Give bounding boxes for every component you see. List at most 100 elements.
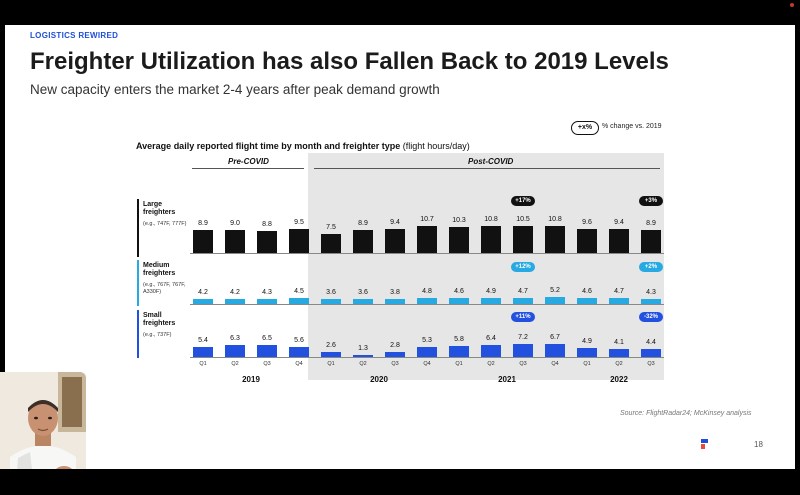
value-label-1-14: 9.4 <box>614 219 624 227</box>
value-label-1-4: 9.5 <box>294 218 304 226</box>
value-label-1-8: 10.7 <box>420 215 434 223</box>
year-label-2021: 2021 <box>498 375 516 384</box>
recording-indicator-icon <box>790 3 794 7</box>
value-label-2-9: 4.6 <box>454 288 464 296</box>
source-note: Source: FlightRadar24; McKinsey analysis <box>620 410 752 417</box>
bar-3-7 <box>385 351 405 357</box>
bar-2-5 <box>321 299 341 304</box>
chart-title-main: Average daily reported flight time by mo… <box>136 141 401 151</box>
value-label-1-2: 9.0 <box>230 220 240 228</box>
bar-3-11 <box>513 343 533 357</box>
value-label-2-14: 4.7 <box>614 288 624 296</box>
baseline-3 <box>190 357 664 358</box>
row-indicator-medium <box>137 260 139 306</box>
slide-title: Freighter Utilization has also Fallen Ba… <box>30 48 669 75</box>
value-label-2-10: 4.9 <box>486 287 496 295</box>
bar-1-13 <box>577 228 597 253</box>
bar-3-13 <box>577 347 597 357</box>
value-label-2-13: 4.6 <box>582 288 592 296</box>
video-bottom-bar <box>0 469 800 495</box>
value-label-3-2: 6.3 <box>230 335 240 343</box>
period-line-post-covid <box>314 168 660 169</box>
value-label-2-5: 3.6 <box>326 289 336 297</box>
baseline-2 <box>190 304 664 305</box>
value-label-1-11: 10.5 <box>516 216 530 224</box>
post-covid-shading <box>308 153 664 380</box>
chart-title-unit: (flight hours/day) <box>402 141 470 151</box>
bar-2-7 <box>385 299 405 304</box>
bar-1-2 <box>225 230 245 253</box>
bar-3-14 <box>609 349 629 357</box>
value-label-3-3: 6.5 <box>262 334 272 342</box>
value-label-1-3: 8.8 <box>262 220 272 228</box>
change-badge-2-2: +2% <box>639 262 663 272</box>
quarter-label-2: Q2 <box>231 361 239 367</box>
value-label-3-13: 4.9 <box>582 337 592 345</box>
bar-1-3 <box>257 230 277 253</box>
bar-1-6 <box>353 230 373 253</box>
bar-3-3 <box>257 344 277 357</box>
value-label-1-1: 8.9 <box>198 220 208 228</box>
value-label-1-9: 10.3 <box>452 216 466 224</box>
quarter-label-7: Q3 <box>391 361 399 367</box>
value-label-3-14: 4.1 <box>614 339 624 347</box>
value-label-3-7: 2.8 <box>390 341 400 349</box>
bar-1-9 <box>449 226 469 253</box>
value-label-3-8: 5.3 <box>422 337 432 345</box>
row-label-medium: Medium freighters <box>143 262 176 277</box>
video-top-bar <box>0 0 800 25</box>
year-label-2019: 2019 <box>242 375 260 384</box>
bar-1-12 <box>545 225 565 253</box>
value-label-3-6: 1.3 <box>358 344 368 352</box>
value-label-3-1: 5.4 <box>198 336 208 344</box>
value-label-3-5: 2.6 <box>326 342 336 350</box>
bar-1-4 <box>289 228 309 253</box>
quarter-label-10: Q2 <box>487 361 495 367</box>
presenter-video-image <box>0 372 86 487</box>
quarter-label-5: Q1 <box>327 361 335 367</box>
row-indicator-small <box>137 310 139 358</box>
chart-title: Average daily reported flight time by mo… <box>136 141 470 151</box>
row-indicator-large <box>137 199 139 257</box>
change-badge-2-1: +12% <box>511 262 535 272</box>
value-label-1-15: 8.9 <box>646 220 656 228</box>
quarter-label-14: Q2 <box>615 361 623 367</box>
value-label-3-10: 6.4 <box>486 335 496 342</box>
bar-3-2 <box>225 345 245 357</box>
value-label-2-7: 3.8 <box>390 289 400 297</box>
row-label-small: Small freighters <box>143 312 176 327</box>
value-label-3-4: 5.6 <box>294 336 304 344</box>
bar-3-12 <box>545 344 565 357</box>
bar-3-9 <box>449 346 469 357</box>
slide-kicker: LOGISTICS REWIRED <box>30 31 119 40</box>
quarter-label-13: Q1 <box>583 361 591 367</box>
bar-1-1 <box>193 230 213 253</box>
bar-1-10 <box>481 225 501 253</box>
quarter-label-9: Q1 <box>455 361 463 367</box>
change-badge-1-1: +17% <box>511 196 535 206</box>
bar-2-15 <box>641 298 661 304</box>
bar-3-6 <box>353 354 373 357</box>
bar-3-15 <box>641 348 661 357</box>
quarter-label-1: Q1 <box>199 361 207 367</box>
value-label-2-12: 5.2 <box>550 287 560 295</box>
bar-2-9 <box>449 298 469 304</box>
value-label-2-15: 4.3 <box>646 288 656 296</box>
bar-1-5 <box>321 233 341 253</box>
row-examples-medium: (e.g., 767F, 767F, A330F) <box>143 282 186 295</box>
value-label-1-5: 7.5 <box>326 223 336 231</box>
bar-3-1 <box>193 346 213 357</box>
change-badge-3-2: -32% <box>639 312 663 322</box>
row-examples-small: (e.g., 737F) <box>143 332 172 338</box>
quarter-label-3: Q3 <box>263 361 271 367</box>
value-label-3-15: 4.4 <box>646 338 656 346</box>
presenter-webcam <box>0 372 86 487</box>
bar-1-15 <box>641 230 661 253</box>
bar-3-5 <box>321 352 341 357</box>
row-label-large: Large freighters <box>143 201 176 216</box>
value-label-2-8: 4.8 <box>422 287 432 295</box>
year-label-2022: 2022 <box>610 375 628 384</box>
value-label-1-10: 10.8 <box>484 215 498 223</box>
value-label-2-6: 3.6 <box>358 289 368 297</box>
value-label-3-11: 7.2 <box>518 333 528 341</box>
